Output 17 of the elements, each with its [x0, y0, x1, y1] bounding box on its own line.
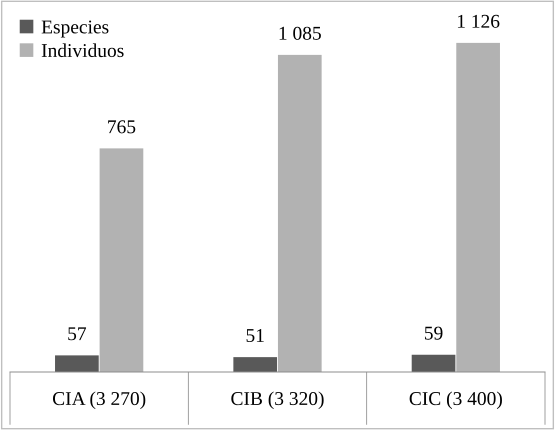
- data-label: 57: [68, 327, 86, 340]
- x-tick-label: CIA (3 270): [52, 391, 146, 410]
- bar: [55, 355, 99, 372]
- legend-label: Especies: [42, 20, 108, 38]
- data-label: 1 085: [280, 26, 321, 40]
- bar: [456, 42, 500, 372]
- bar: [278, 54, 322, 372]
- data-label: 59: [424, 326, 442, 340]
- bar: [412, 354, 456, 372]
- x-tick-label: CIB (3 320): [231, 391, 324, 410]
- data-label: 765: [108, 120, 136, 134]
- bar: [100, 148, 144, 372]
- data-label: 1 126: [458, 14, 500, 28]
- x-tick-label: CIC (3 400): [410, 391, 502, 410]
- data-label: 51: [246, 329, 264, 342]
- bar: [233, 357, 278, 372]
- legend-label: Individuos: [42, 43, 124, 58]
